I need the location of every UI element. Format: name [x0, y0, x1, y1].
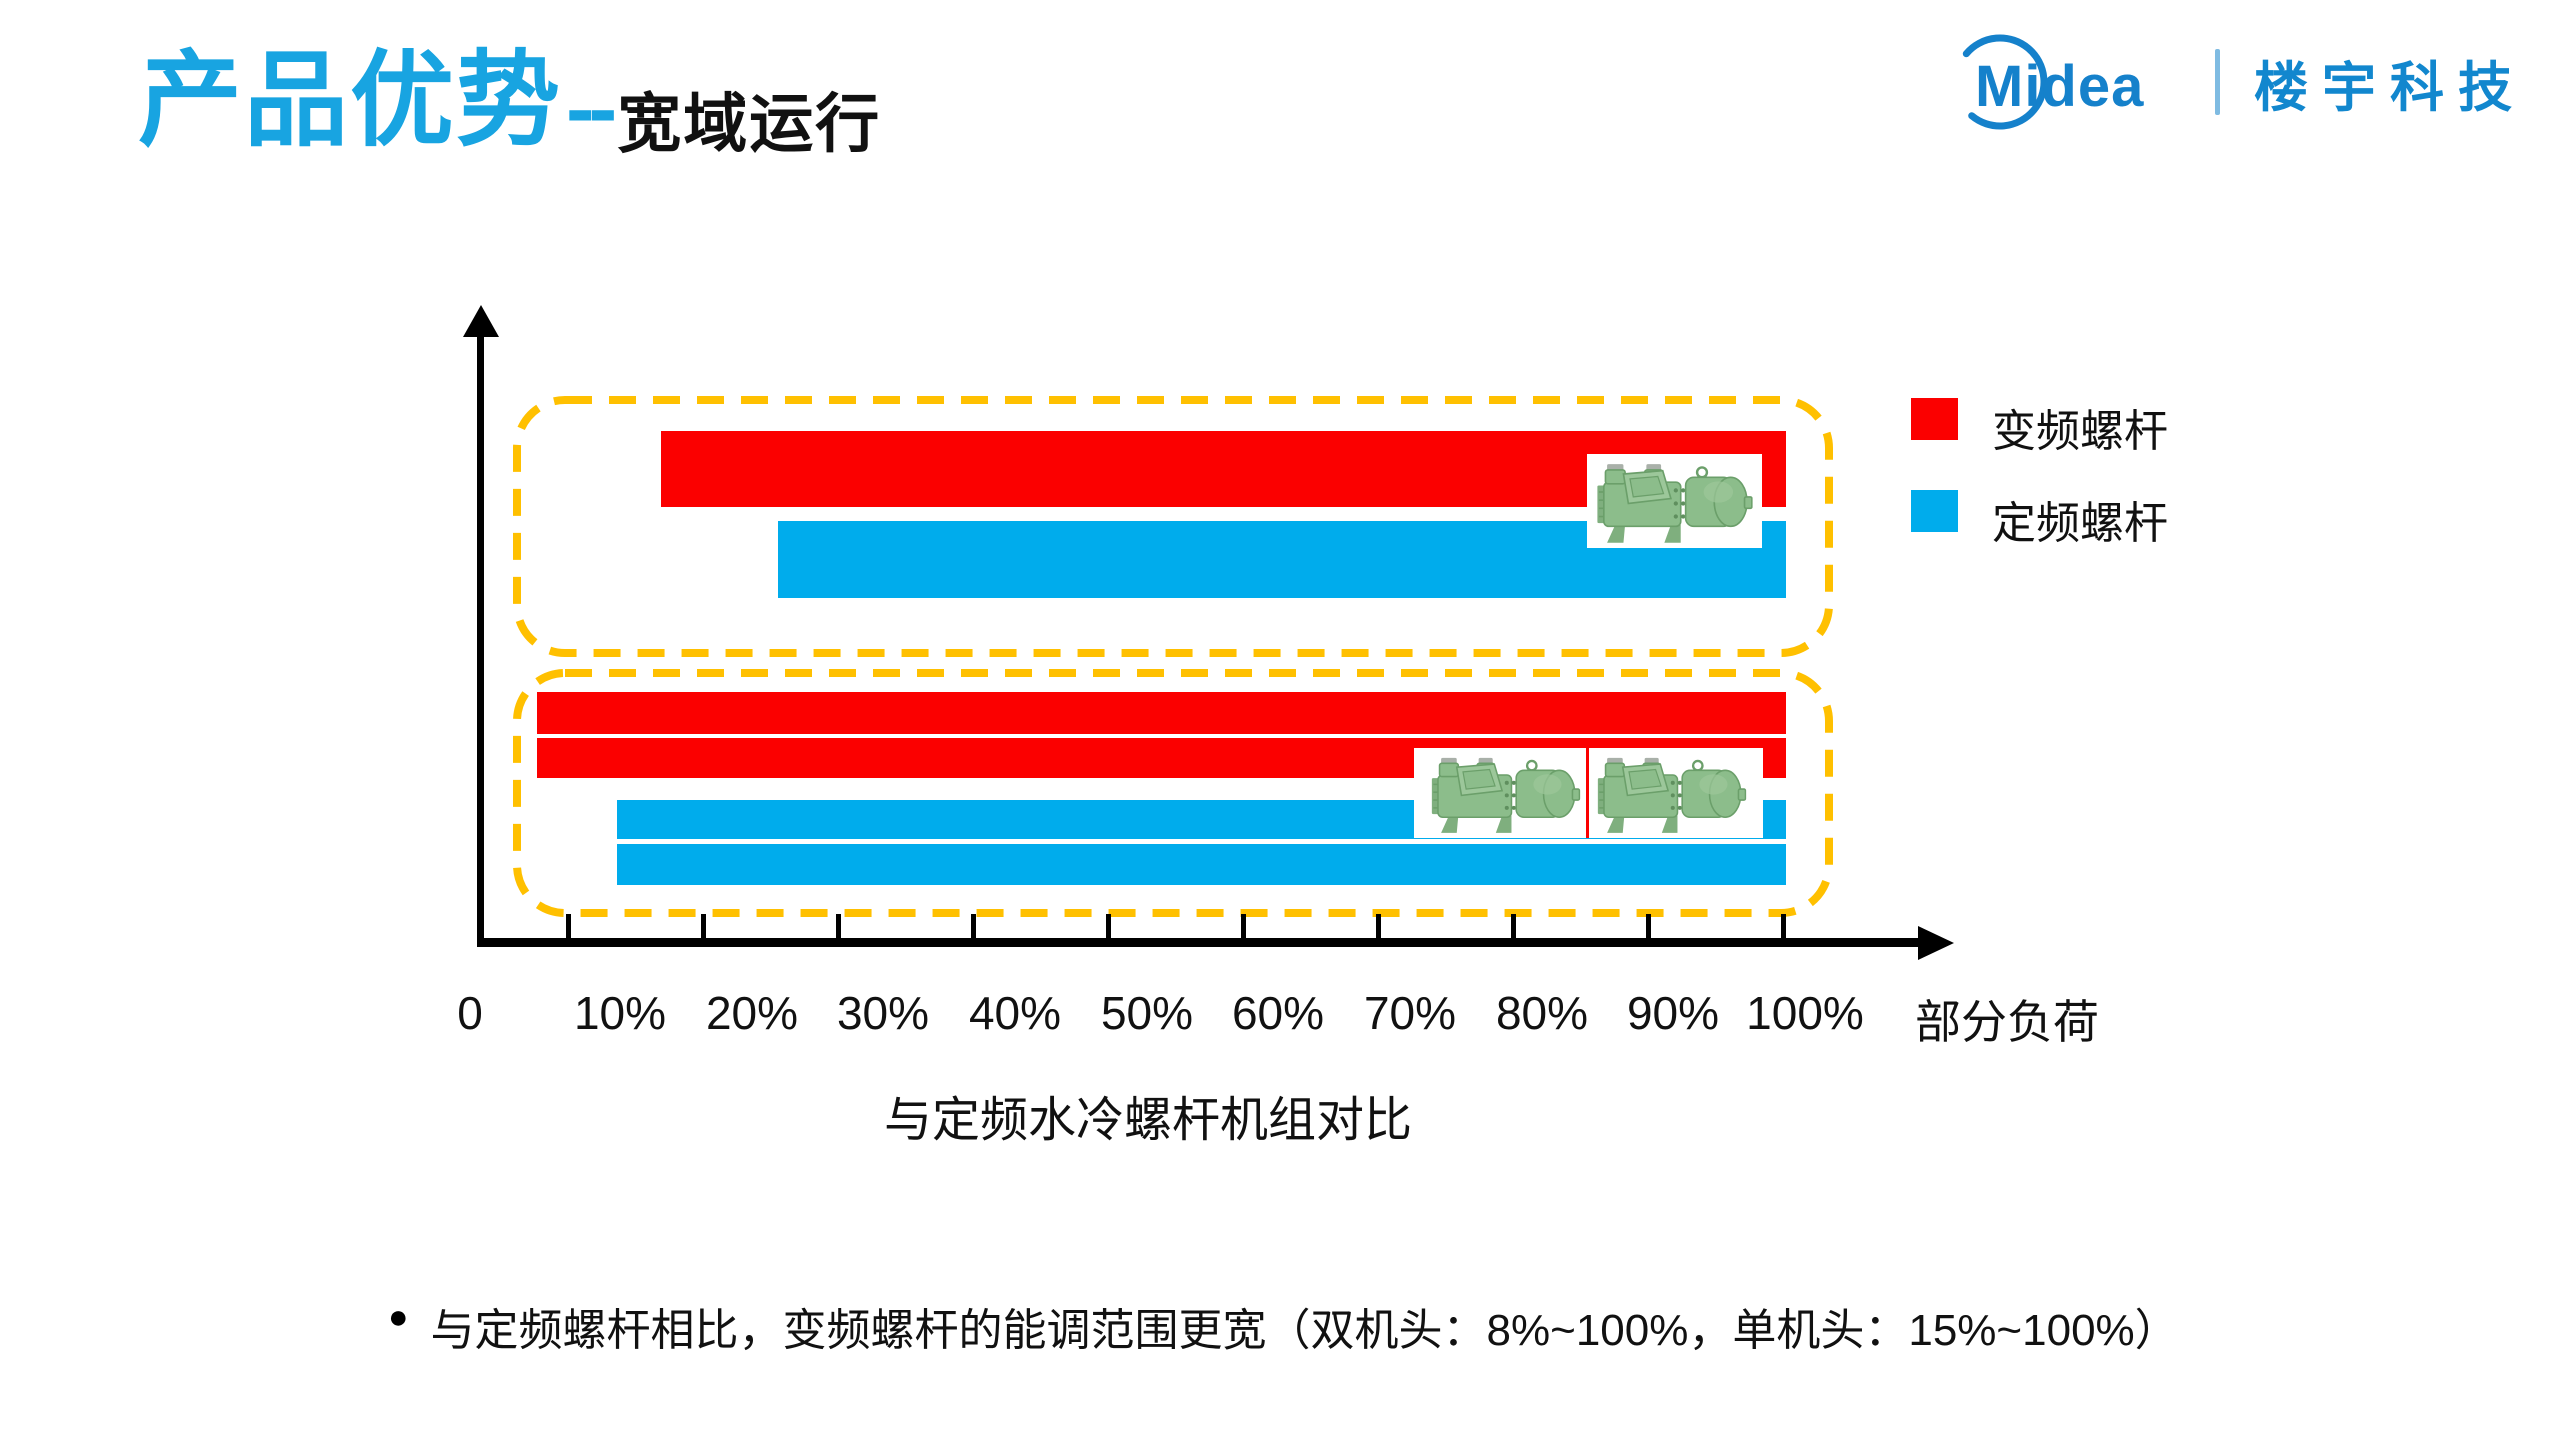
midea-logo: Midea 楼宇科技 — [1945, 30, 2526, 134]
screw-compressor-icon — [1589, 750, 1755, 836]
footnote-text: 与定频螺杆相比，变频螺杆的能调范围更宽（双机头：8%~100%，单机头：15%~… — [430, 1306, 2179, 1355]
screw-compressor-icon — [1423, 750, 1589, 836]
legend-label-variable-speed: 变频螺杆 — [1992, 407, 2168, 456]
x-axis-arrowhead — [1918, 926, 1954, 960]
y-axis-arrowhead — [463, 305, 499, 337]
x-tick-label-80: 80% — [1495, 987, 1589, 1039]
page-title-dashes: -- — [566, 61, 617, 157]
x-axis-tick — [1241, 914, 1246, 940]
screw-compressor-icon — [1591, 456, 1759, 546]
page-title-sub: 宽域运行 — [617, 87, 882, 160]
x-tick-label-50: 50% — [1100, 987, 1194, 1039]
x-axis-tick — [1106, 914, 1111, 940]
x-tick-label-70: 70% — [1363, 987, 1457, 1039]
x-tick-label-60: 60% — [1231, 987, 1325, 1039]
x-tick-label-30: 30% — [836, 987, 930, 1039]
x-tick-label-0: 0 — [457, 987, 483, 1039]
x-axis-tick — [836, 914, 841, 940]
x-tick-label-90: 90% — [1626, 987, 1720, 1039]
legend-label-fixed-speed: 定频螺杆 — [1992, 499, 2168, 548]
y-axis-line — [477, 330, 484, 945]
chart-caption: 与定频水冷螺杆机组对比 — [883, 1094, 1412, 1147]
x-tick-label-20: 20% — [705, 987, 799, 1039]
logo-divider — [2215, 49, 2220, 115]
bar-dual-head-variable-speed-1 — [537, 692, 1786, 734]
x-axis-tick — [1646, 914, 1651, 940]
x-axis-tick — [1781, 914, 1786, 940]
x-axis-tick — [566, 914, 571, 940]
x-axis-tick — [1511, 914, 1516, 940]
midea-logo-wordmark: Midea — [1975, 54, 2144, 119]
footnote: ● 与定频螺杆相比，变频螺杆的能调范围更宽（双机头：8%~100%，单机头：15… — [388, 1294, 2179, 1358]
x-axis-title: 部分负荷 — [1915, 996, 2099, 1048]
page-title-main: 产品优势 — [138, 43, 563, 159]
page-title: 产品优势 -- 宽域运行 — [138, 36, 881, 166]
single-head-compressor-image — [1587, 454, 1762, 548]
x-tick-label-100: 100% — [1746, 987, 1864, 1039]
midea-logo-icon: Midea — [1962, 34, 2144, 130]
dual-head-compressor-images — [1414, 748, 1763, 838]
x-axis-tick — [971, 914, 976, 940]
logo-division-label: 楼宇科技 — [2254, 57, 2526, 118]
bullet-icon: ● — [388, 1298, 409, 1336]
x-axis-line — [477, 938, 1922, 947]
x-tick-label-10: 10% — [573, 987, 667, 1039]
compressor-divider-line — [1586, 748, 1589, 838]
x-axis-tick — [701, 914, 706, 940]
legend-swatch-fixed-speed — [1911, 490, 1958, 532]
legend-swatch-variable-speed — [1911, 398, 1958, 440]
x-axis-tick — [1376, 914, 1381, 940]
x-tick-label-40: 40% — [968, 987, 1062, 1039]
bar-dual-head-fixed-speed-2 — [617, 844, 1786, 885]
